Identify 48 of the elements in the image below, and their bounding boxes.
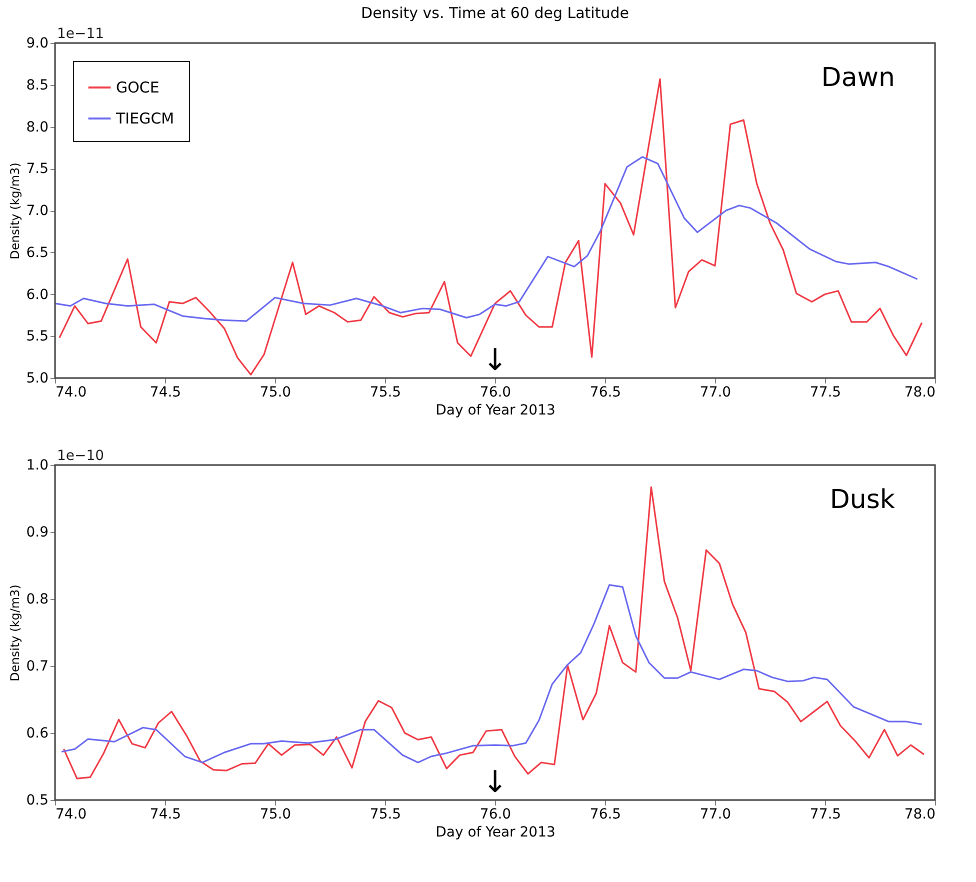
y-tick-label: 9.0 bbox=[26, 36, 48, 52]
y-tick-label: 0.5 bbox=[26, 792, 48, 808]
annotation: Dusk bbox=[830, 485, 895, 515]
y-tick-label: 0.8 bbox=[26, 592, 48, 608]
x-tick-label: 75.5 bbox=[370, 806, 402, 822]
x-tick-label: 77.5 bbox=[810, 384, 842, 400]
x-tick-label: 76.0 bbox=[480, 806, 512, 822]
x-tick-label: 75.5 bbox=[370, 384, 402, 400]
annotation: ↓ bbox=[482, 765, 508, 800]
y-tick-label: 8.0 bbox=[26, 119, 48, 136]
x-tick-label: 74.5 bbox=[150, 384, 182, 400]
x-tick-label: 78.0 bbox=[904, 806, 936, 822]
y-tick-label: 8.5 bbox=[26, 77, 48, 94]
y-tick-label: 0.7 bbox=[26, 658, 48, 674]
y-tick-label: 7.5 bbox=[26, 161, 48, 178]
y-tick-label: 7.0 bbox=[26, 203, 48, 219]
x-axis-title: Day of Year 2013 bbox=[436, 402, 556, 418]
chart-title: Density vs. Time at 60 deg Latitude bbox=[361, 4, 629, 22]
legend-label: TIEGCM bbox=[115, 110, 174, 128]
y-axis-title: Density (kg/m3) bbox=[8, 162, 22, 260]
y-tick-label: 0.6 bbox=[26, 726, 49, 742]
y-axis-title: Density (kg/m3) bbox=[8, 584, 22, 682]
y-tick-label: 0.9 bbox=[26, 524, 48, 540]
text: 1e−11 bbox=[57, 26, 104, 42]
line-series bbox=[54, 156, 918, 322]
y-tick-label: 6.0 bbox=[26, 286, 48, 303]
annotation: Dawn bbox=[821, 63, 895, 93]
legend-label: GOCE bbox=[116, 78, 160, 96]
x-tick-label: 76.0 bbox=[480, 384, 512, 400]
x-tick-label: 75.0 bbox=[260, 806, 292, 822]
y-tick-label: 1.0 bbox=[26, 458, 48, 474]
x-tick-label: 75.0 bbox=[260, 384, 292, 400]
x-tick-label: 76.5 bbox=[590, 384, 622, 400]
x-tick-label: 77.0 bbox=[700, 806, 732, 822]
x-tick-label: 77.0 bbox=[700, 384, 732, 400]
x-tick-label: 74.0 bbox=[56, 384, 87, 400]
annotation: ↓ bbox=[482, 343, 508, 378]
y-tick-label: 6.5 bbox=[26, 244, 48, 261]
x-tick-label: 76.5 bbox=[590, 806, 622, 822]
x-tick-label: 74.5 bbox=[150, 806, 182, 822]
y-tick-label: 5.0 bbox=[26, 370, 48, 386]
x-tick-label: 77.5 bbox=[810, 806, 842, 822]
x-tick-label: 74.0 bbox=[56, 806, 87, 822]
x-axis-title: Day of Year 2013 bbox=[436, 824, 556, 840]
text: 1e−10 bbox=[57, 448, 104, 464]
y-tick-label: 5.5 bbox=[26, 328, 48, 345]
x-tick-label: 78.0 bbox=[904, 384, 936, 400]
line-series bbox=[60, 584, 923, 764]
